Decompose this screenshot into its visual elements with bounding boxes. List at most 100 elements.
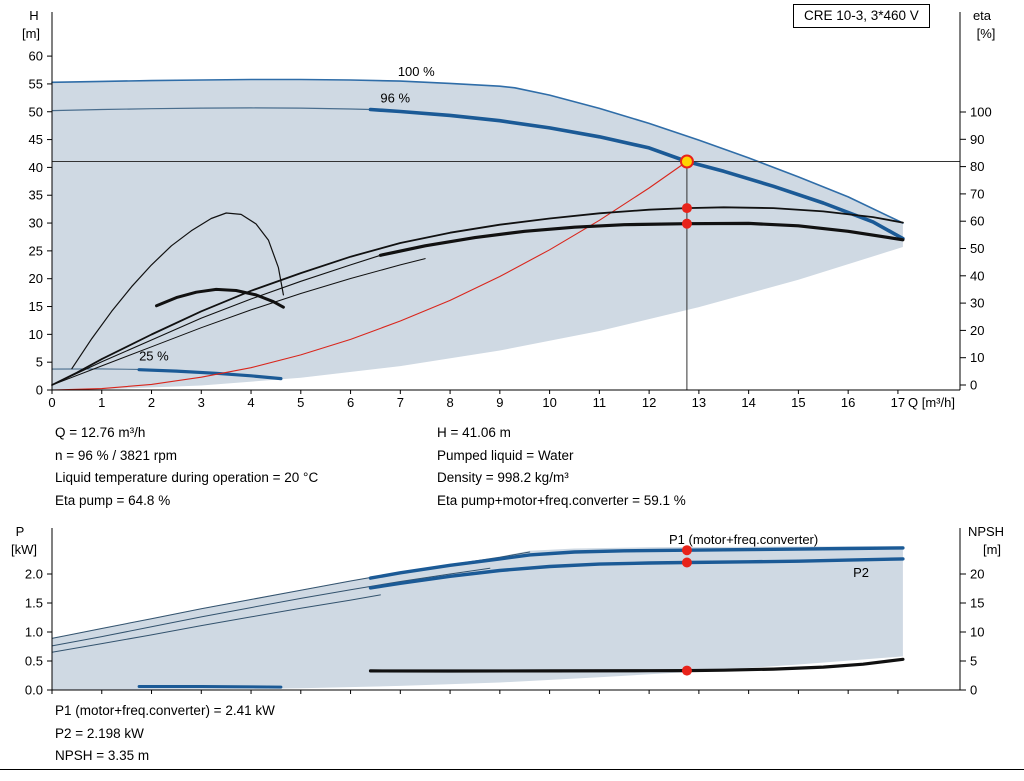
right-tick-label: 15: [970, 596, 984, 611]
right-tick-label: 40: [970, 268, 984, 283]
eta-total-readout: Eta pump+motor+freq.converter = 59.1 %: [437, 492, 686, 508]
x-tick-label: 8: [446, 395, 453, 410]
eta-25-total-curve: [155, 287, 285, 309]
hq-chart[interactable]: 0 1 2 3 4 5 6 7 8 9 10 11 12 13 14 15 16 1705101520253035…: [0, 0, 1024, 418]
speed-96-curve: [368, 107, 905, 241]
right-tick-label: 90: [970, 132, 984, 147]
operating-envelope: [52, 79, 903, 390]
curve-label: 96 %: [380, 90, 410, 105]
right-tick-label: 10: [970, 350, 984, 365]
curve-label: P2: [853, 565, 869, 580]
x-tick-label: 16: [841, 395, 855, 410]
x-tick-label: 3: [198, 395, 205, 410]
x-tick-label: 5: [297, 395, 304, 410]
left-tick-label: 0.5: [25, 654, 43, 669]
npsh-curve: [368, 657, 905, 673]
left-tick-label: 30: [29, 216, 43, 231]
npsh-readout: NPSH = 3.35 m: [55, 748, 150, 763]
left-tick-label: 1.0: [25, 625, 43, 640]
right-tick-label: 30: [970, 296, 984, 311]
pump-model-box: CRE 10-3, 3*460 V: [793, 4, 930, 28]
x-tick-label: 2: [148, 395, 155, 410]
eta-total-dot: [681, 218, 692, 229]
right-tick-label: 20: [970, 567, 984, 582]
p2-upper-thin: [51, 567, 491, 647]
eta-pump-dot: [681, 203, 692, 214]
p1-dot: [681, 545, 692, 556]
npsh-dot: [681, 665, 692, 676]
curve-label: 100 %: [398, 64, 435, 79]
x-tick-label: 12: [642, 395, 656, 410]
axis-title: eta: [973, 8, 992, 23]
h-readout: H = 41.06 m: [437, 425, 511, 440]
p-lower-thin: [51, 594, 381, 653]
axis-title: [m]: [983, 542, 1001, 557]
x-tick-label: 9: [496, 395, 503, 410]
left-tick-label: 40: [29, 160, 43, 175]
curve-label: P1 (motor+freq.converter): [669, 532, 818, 547]
left-tick-label: 10: [29, 327, 43, 342]
speed-25-curve: [137, 368, 283, 381]
right-tick-label: 0: [970, 378, 977, 393]
left-tick-label: 0: [36, 383, 43, 398]
x-tick-label: 4: [247, 395, 254, 410]
left-tick-label: 1.5: [25, 596, 43, 611]
eta-pump-readout: Eta pump = 64.8 %: [55, 492, 171, 508]
p2-readout: P2 = 2.198 kW: [55, 725, 144, 741]
duty-point[interactable]: [679, 154, 694, 169]
left-tick-label: 2.0: [25, 567, 43, 582]
axis-title: [m]: [22, 26, 40, 41]
x-tick-label: 15: [791, 395, 805, 410]
right-tick-label: 10: [970, 625, 984, 640]
power-npsh-chart[interactable]: 0.0 0.5 1.0 1.5 2.0 0 5 10 15 20 P [kW] NPSH [m] P1 (m…: [0, 520, 1024, 702]
axis-title: P: [16, 524, 25, 539]
right-tick-label: 50: [970, 241, 984, 256]
left-tick-label: 60: [29, 49, 43, 64]
pump-model-label: CRE 10-3, 3*460 V: [804, 8, 919, 23]
duty-info-left: Q = 12.76 m³/h n = 96 % / 3821 rpm Liqui…: [55, 422, 318, 512]
eta-total-lead: [51, 254, 381, 386]
axis-title: [%]: [977, 26, 996, 41]
axis-title: H: [29, 8, 38, 23]
eta-total-curve: [378, 221, 905, 257]
p2-dot: [681, 557, 692, 568]
duty-info-right: H = 41.06 m Pumped liquid = Water Densit…: [437, 422, 686, 512]
pumped-liquid-readout: Pumped liquid = Water: [437, 447, 574, 463]
p-25-curve: [137, 685, 283, 689]
x-axis-title: Q [m³/h]: [908, 395, 955, 410]
x-tick-label: 7: [397, 395, 404, 410]
right-tick-label: 100: [970, 105, 992, 120]
left-tick-label: 5: [36, 355, 43, 370]
eta-pump-curve: [51, 206, 904, 386]
max-speed-curve: [51, 78, 904, 224]
bottom-divider: [0, 769, 1024, 770]
power-info: P1 (motor+freq.converter) = 2.41 kW P2 =…: [55, 700, 275, 768]
x-tick-label: 13: [692, 395, 706, 410]
p1-readout: P1 (motor+freq.converter) = 2.41 kW: [55, 703, 275, 718]
speed-25-curve-lead: [51, 368, 140, 370]
left-tick-label: 45: [29, 132, 43, 147]
eta-25-curve: [71, 212, 284, 370]
right-tick-label: 20: [970, 323, 984, 338]
right-tick-label: 5: [970, 654, 977, 669]
x-tick-label: 14: [741, 395, 755, 410]
right-tick-label: 0: [970, 683, 977, 698]
right-tick-label: 80: [970, 159, 984, 174]
x-tick-label: 6: [347, 395, 354, 410]
liquid-temp-readout: Liquid temperature during operation = 20…: [55, 470, 319, 485]
right-tick-label: 60: [970, 214, 984, 229]
eta-fan-curve: [51, 258, 426, 386]
x-tick-label: 1: [98, 395, 105, 410]
left-tick-label: 55: [29, 76, 43, 91]
power-envelope: [52, 546, 903, 690]
x-tick-label: 11: [593, 395, 607, 410]
speed-readout: n = 96 % / 3821 rpm: [55, 447, 177, 463]
left-tick-label: 0.0: [25, 683, 43, 698]
x-tick-label: 0: [48, 395, 55, 410]
axis-title: NPSH: [968, 524, 1004, 539]
q-readout: Q = 12.76 m³/h: [55, 425, 146, 440]
density-readout: Density = 998.2 kg/m³: [437, 470, 569, 485]
left-tick-label: 20: [29, 271, 43, 286]
left-tick-label: 35: [29, 188, 43, 203]
